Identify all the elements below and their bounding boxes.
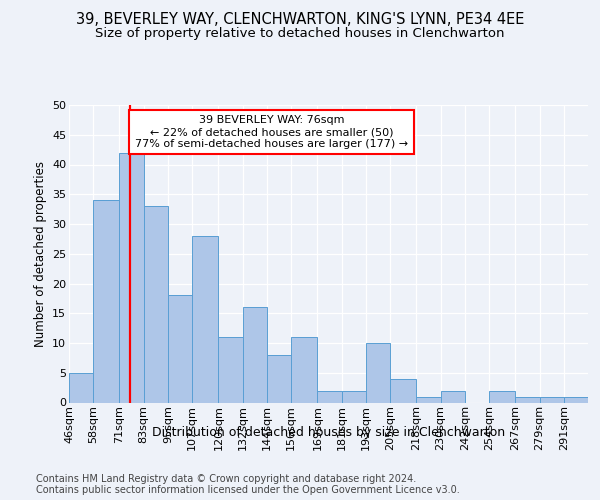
Bar xyxy=(366,343,390,402)
Bar xyxy=(416,396,440,402)
Bar xyxy=(440,390,465,402)
Bar xyxy=(168,296,192,403)
Bar xyxy=(144,206,168,402)
Text: 39 BEVERLEY WAY: 76sqm
← 22% of detached houses are smaller (50)
77% of semi-det: 39 BEVERLEY WAY: 76sqm ← 22% of detached… xyxy=(135,116,408,148)
Bar xyxy=(489,390,515,402)
Bar xyxy=(515,396,539,402)
Bar xyxy=(119,152,144,402)
Bar xyxy=(144,206,168,402)
Bar xyxy=(317,390,341,402)
Bar xyxy=(218,337,242,402)
Bar xyxy=(366,343,390,402)
Bar xyxy=(539,396,564,402)
Text: Contains public sector information licensed under the Open Government Licence v3: Contains public sector information licen… xyxy=(36,485,460,495)
Bar xyxy=(291,337,317,402)
Bar xyxy=(242,308,267,402)
Bar xyxy=(168,296,192,403)
Bar xyxy=(489,390,515,402)
Text: Size of property relative to detached houses in Clenchwarton: Size of property relative to detached ho… xyxy=(95,28,505,40)
Bar xyxy=(267,355,291,403)
Bar xyxy=(539,396,564,402)
Y-axis label: Number of detached properties: Number of detached properties xyxy=(34,161,47,347)
Bar xyxy=(341,390,366,402)
Bar xyxy=(218,337,242,402)
Text: 39, BEVERLEY WAY, CLENCHWARTON, KING'S LYNN, PE34 4EE: 39, BEVERLEY WAY, CLENCHWARTON, KING'S L… xyxy=(76,12,524,28)
Bar xyxy=(192,236,218,402)
Text: Distribution of detached houses by size in Clenchwarton: Distribution of detached houses by size … xyxy=(152,426,505,439)
Bar xyxy=(93,200,119,402)
Bar xyxy=(515,396,539,402)
Bar xyxy=(69,373,93,402)
Bar xyxy=(69,373,93,402)
Bar xyxy=(341,390,366,402)
Bar xyxy=(317,390,341,402)
Bar xyxy=(564,396,588,402)
Bar xyxy=(416,396,440,402)
Bar xyxy=(242,308,267,402)
Bar xyxy=(93,200,119,402)
Bar xyxy=(390,378,416,402)
Text: Contains HM Land Registry data © Crown copyright and database right 2024.: Contains HM Land Registry data © Crown c… xyxy=(36,474,416,484)
Bar xyxy=(440,390,465,402)
Bar xyxy=(119,152,144,402)
Bar xyxy=(390,378,416,402)
Bar xyxy=(192,236,218,402)
Bar xyxy=(564,396,588,402)
Bar xyxy=(267,355,291,403)
Bar xyxy=(291,337,317,402)
